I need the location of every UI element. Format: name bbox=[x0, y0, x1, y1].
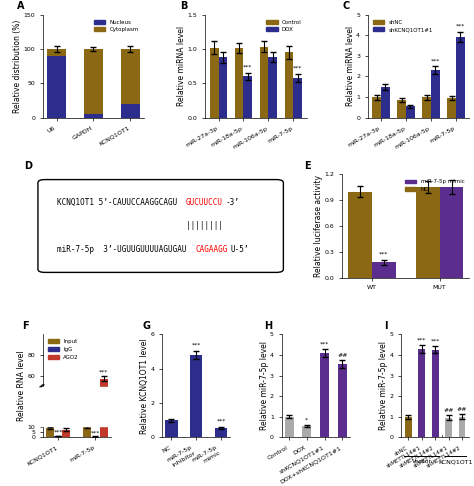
Bar bbox=[320, 353, 329, 437]
Text: F: F bbox=[22, 321, 29, 331]
Text: ***: *** bbox=[431, 58, 440, 63]
Text: ***: *** bbox=[216, 419, 226, 424]
Bar bbox=[235, 48, 244, 118]
Y-axis label: Relative miR-7-5p level: Relative miR-7-5p level bbox=[260, 341, 269, 430]
Bar bbox=[285, 417, 293, 437]
Y-axis label: Relative luciferase activity: Relative luciferase activity bbox=[314, 175, 323, 277]
Legend: shNC, shKCNQ1OT1#1: shNC, shKCNQ1OT1#1 bbox=[371, 17, 435, 35]
Text: H: H bbox=[264, 321, 273, 331]
Text: *: * bbox=[305, 417, 309, 422]
Text: ***: *** bbox=[430, 339, 440, 344]
Bar bbox=[219, 57, 227, 118]
Bar bbox=[372, 97, 381, 118]
Bar bbox=[431, 70, 440, 118]
Bar bbox=[293, 78, 302, 118]
Bar bbox=[397, 100, 406, 118]
Text: ***: *** bbox=[456, 24, 465, 29]
Text: E: E bbox=[304, 161, 310, 171]
Text: KCNQ1OT1: KCNQ1OT1 bbox=[438, 459, 473, 464]
Bar bbox=[54, 436, 62, 437]
Bar bbox=[121, 49, 140, 104]
Text: ***: *** bbox=[293, 65, 302, 70]
Bar bbox=[447, 98, 456, 118]
Bar bbox=[432, 350, 438, 437]
Bar bbox=[84, 114, 103, 118]
Bar bbox=[440, 187, 464, 278]
Text: ***: *** bbox=[99, 369, 109, 375]
Text: ##: ## bbox=[443, 408, 454, 413]
Bar bbox=[39, 387, 114, 426]
Bar bbox=[459, 417, 465, 437]
Bar bbox=[456, 37, 465, 118]
Text: ***: *** bbox=[191, 343, 201, 348]
Bar bbox=[84, 49, 103, 114]
Text: U-5’: U-5’ bbox=[230, 245, 249, 254]
Text: ***: *** bbox=[91, 430, 100, 435]
Y-axis label: Relative RNA level: Relative RNA level bbox=[17, 350, 26, 421]
Text: ***: *** bbox=[379, 251, 388, 256]
Text: ***: *** bbox=[243, 65, 253, 69]
Bar bbox=[100, 379, 108, 437]
Bar bbox=[348, 191, 372, 278]
Text: ##: ## bbox=[337, 353, 347, 358]
Text: ***: *** bbox=[320, 341, 329, 346]
Text: GUCUUCCU: GUCUUCCU bbox=[186, 198, 223, 207]
Bar bbox=[405, 417, 411, 437]
Bar bbox=[418, 349, 425, 437]
Text: CAGAAGG: CAGAAGG bbox=[196, 245, 228, 254]
Bar bbox=[372, 262, 395, 278]
Text: -3’: -3’ bbox=[225, 198, 239, 207]
Bar bbox=[268, 57, 277, 118]
Y-axis label: Relative miRNA level: Relative miRNA level bbox=[177, 26, 186, 106]
Y-axis label: Relative miR-7-5p level: Relative miR-7-5p level bbox=[379, 341, 388, 430]
Bar bbox=[46, 428, 54, 437]
Bar bbox=[285, 52, 293, 118]
Y-axis label: Relative miRNA level: Relative miRNA level bbox=[346, 26, 355, 106]
Bar bbox=[338, 364, 346, 437]
Bar bbox=[381, 87, 390, 118]
Text: A: A bbox=[17, 1, 25, 12]
Text: KCNQ1OT1 5’-CAUUCCAAGGCAGU: KCNQ1OT1 5’-CAUUCCAAGGCAGU bbox=[57, 198, 177, 207]
Bar bbox=[445, 418, 452, 437]
Text: D: D bbox=[24, 161, 32, 171]
Text: ##: ## bbox=[457, 407, 467, 412]
Bar bbox=[47, 49, 66, 56]
Legend: miR-7-5p mimic, NC: miR-7-5p mimic, NC bbox=[403, 177, 466, 194]
Text: ***: *** bbox=[417, 337, 426, 342]
Legend: Control, DOX: Control, DOX bbox=[264, 17, 304, 35]
Bar bbox=[121, 104, 140, 118]
Bar bbox=[422, 97, 431, 118]
Bar bbox=[62, 430, 71, 437]
Text: miR-7-5p  3’-UGUUGUUUUAGUGAU: miR-7-5p 3’-UGUUGUUUUAGUGAU bbox=[57, 245, 186, 254]
Text: ||||||||: |||||||| bbox=[186, 222, 223, 230]
Bar bbox=[215, 428, 227, 437]
Text: I: I bbox=[384, 321, 387, 331]
Legend: Nucleus, Cytoplasm: Nucleus, Cytoplasm bbox=[92, 17, 141, 35]
Bar bbox=[406, 106, 415, 118]
Text: G: G bbox=[143, 321, 151, 331]
Bar bbox=[260, 47, 268, 118]
Text: Vector: Vector bbox=[411, 459, 432, 464]
FancyBboxPatch shape bbox=[38, 180, 283, 272]
Y-axis label: Relative distribution (%): Relative distribution (%) bbox=[13, 19, 22, 113]
Bar bbox=[190, 355, 202, 437]
Bar bbox=[210, 48, 219, 118]
Bar bbox=[302, 426, 311, 437]
Y-axis label: Relative KCNQ1OT1 level: Relative KCNQ1OT1 level bbox=[140, 338, 149, 434]
Legend: Input, IgG, AGO2: Input, IgG, AGO2 bbox=[46, 337, 81, 362]
Text: B: B bbox=[180, 1, 187, 12]
Text: C: C bbox=[342, 1, 349, 12]
Bar bbox=[416, 187, 440, 278]
Bar bbox=[165, 420, 178, 437]
Bar bbox=[83, 427, 91, 437]
Bar bbox=[91, 436, 100, 437]
Text: ***: *** bbox=[54, 430, 63, 435]
Bar bbox=[244, 76, 252, 118]
Bar bbox=[47, 56, 66, 118]
